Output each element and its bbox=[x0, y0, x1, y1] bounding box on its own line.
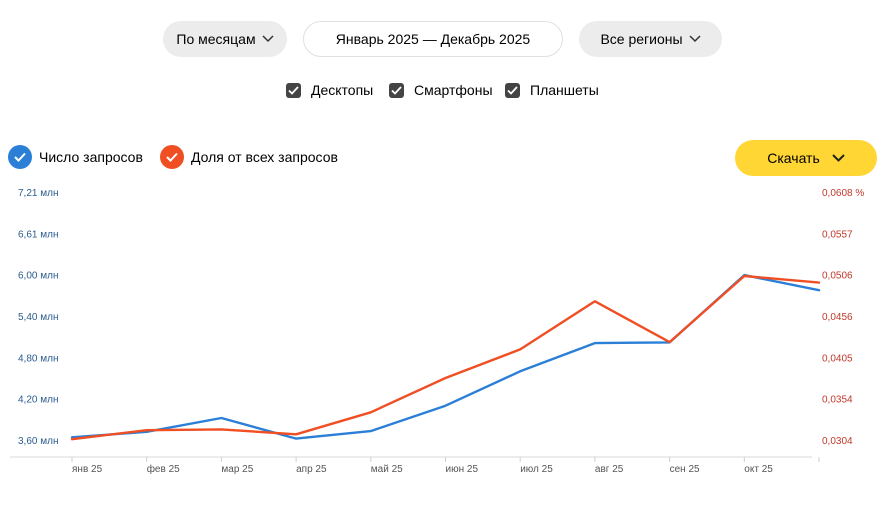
x-axis-tick-label: окт 25 bbox=[744, 464, 773, 475]
chevron-down-icon bbox=[262, 35, 274, 43]
checkbox-smartphones-label: Смартфоны bbox=[414, 82, 493, 98]
x-axis-tick-label: июл 25 bbox=[520, 464, 553, 475]
x-axis: янв 25 фев 25 мар 25 апр 25 май 25 июн 25 июл … bbox=[10, 456, 820, 475]
period-select-label: По месяцам bbox=[176, 31, 256, 47]
date-range-label: Январь 2025 — Декабрь 2025 bbox=[335, 31, 531, 47]
legend-toggle-queries[interactable]: Число запросов bbox=[8, 145, 143, 169]
left-axis-tick-label: 3,60 млн bbox=[18, 436, 58, 447]
legend-toggle-share[interactable]: Доля от всех запросов bbox=[160, 145, 338, 169]
right-axis-tick-label: 0,0304 bbox=[822, 436, 853, 447]
left-axis-tick-label: 7,21 млн bbox=[18, 188, 58, 199]
right-axis-tick-label: 0,0354 bbox=[822, 395, 853, 406]
device-filter: Десктопы Смартфоны Планшеты bbox=[0, 80, 884, 100]
right-axis-tick-label: 0,0506 bbox=[822, 271, 853, 282]
x-axis-tick-label: авг 25 bbox=[595, 464, 624, 475]
series-line-share bbox=[70, 274, 821, 441]
left-axis-tick-label: 6,61 млн bbox=[18, 229, 58, 240]
checkbox-desktops[interactable]: Десктопы bbox=[286, 82, 373, 98]
x-axis-tick-label: сен 25 bbox=[670, 464, 700, 475]
line-chart: 7,21 млн 6,61 млн 6,00 млн 5,40 млн 4,80 млн… bbox=[10, 188, 864, 475]
checkmark-icon bbox=[160, 145, 184, 169]
left-axis-tick-label: 6,00 млн bbox=[18, 271, 58, 282]
right-axis-tick-label: 0,0608 % bbox=[822, 188, 864, 199]
download-button-label: Скачать bbox=[767, 150, 820, 166]
right-axis-tick-label: 0,0405 bbox=[822, 353, 853, 364]
x-axis-tick-label: мар 25 bbox=[221, 464, 253, 475]
series-line-queries bbox=[70, 273, 821, 440]
checkbox-checked-icon bbox=[505, 82, 520, 98]
x-axis-tick-label: май 25 bbox=[371, 464, 403, 475]
x-axis-tick-label: июн 25 bbox=[446, 464, 479, 475]
checkbox-desktops-label: Десктопы bbox=[311, 82, 374, 98]
x-axis-tick-label: фев 25 bbox=[147, 463, 180, 475]
checkmark-icon bbox=[8, 145, 32, 169]
checkbox-checked-icon bbox=[286, 82, 301, 98]
checkbox-checked-icon bbox=[389, 82, 404, 98]
legend-queries-label: Число запросов bbox=[39, 149, 143, 165]
legend-share-label: Доля от всех запросов bbox=[191, 149, 338, 165]
left-axis: 7,21 млн 6,61 млн 6,00 млн 5,40 млн 4,80 млн… bbox=[18, 188, 58, 447]
x-axis-tick-label: апр 25 bbox=[296, 464, 327, 475]
left-axis-tick-label: 4,20 млн bbox=[18, 395, 58, 406]
checkbox-tablets-label: Планшеты bbox=[530, 82, 599, 98]
x-axis-tick-label: янв 25 bbox=[72, 464, 103, 475]
region-select-label: Все регионы bbox=[600, 31, 683, 47]
chevron-down-icon bbox=[689, 35, 701, 43]
checkbox-tablets[interactable]: Планшеты bbox=[505, 82, 599, 98]
region-select[interactable]: Все регионы bbox=[579, 21, 722, 57]
right-axis: 0,0608 % 0,0557 0,0506 0,0456 0,0405 0,0354 0,… bbox=[822, 188, 864, 447]
right-axis-tick-label: 0,0557 bbox=[822, 229, 853, 240]
left-axis-tick-label: 4,80 млн bbox=[18, 353, 58, 364]
series-layer bbox=[70, 273, 821, 441]
date-range-picker[interactable]: Январь 2025 — Декабрь 2025 bbox=[303, 21, 563, 57]
right-axis-tick-label: 0,0456 bbox=[822, 312, 853, 323]
period-select[interactable]: По месяцам bbox=[163, 21, 287, 57]
left-axis-tick-label: 5,40 млн bbox=[18, 312, 58, 323]
download-button[interactable]: Скачать bbox=[735, 140, 877, 176]
checkbox-smartphones[interactable]: Смартфоны bbox=[389, 82, 493, 98]
chevron-down-icon bbox=[832, 154, 845, 162]
